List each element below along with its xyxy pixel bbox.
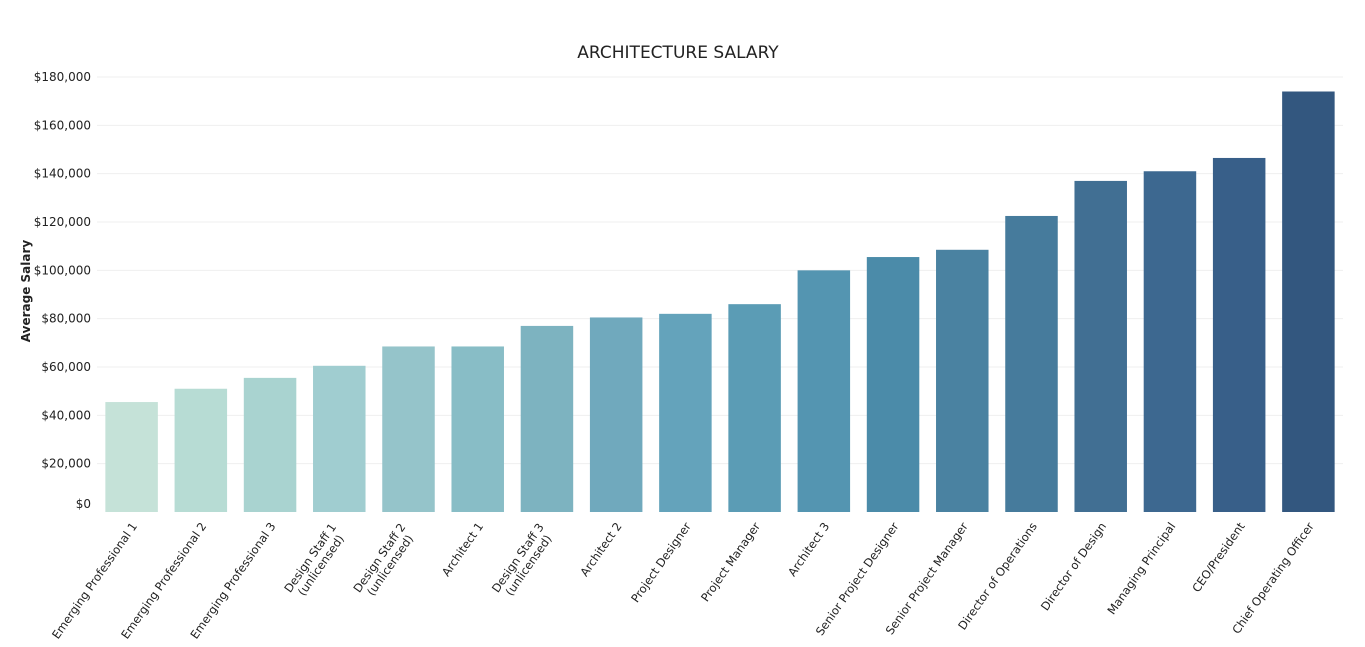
y-tick-label: $80,000 — [41, 312, 91, 326]
x-tick-label-text: Architect 1 — [439, 520, 486, 579]
x-tick-label-text: Managing Principal — [1104, 520, 1178, 617]
y-axis-label: Average Salary — [19, 240, 33, 343]
y-axis-ticks: $0 $20,000 $40,000 $60,000 $80,000 $100,000 $1… — [34, 70, 91, 511]
x-tick-label: Project Manager — [698, 519, 763, 604]
bar — [936, 249, 989, 512]
bar — [1212, 157, 1266, 513]
x-tick-label-text: Design Staff 2(unlicensed) — [350, 521, 419, 603]
y-tick-label: $120,000 — [34, 215, 91, 229]
bar — [174, 388, 228, 512]
bar — [243, 377, 297, 512]
x-tick-label: Design Staff 2(unlicensed) — [350, 521, 419, 603]
bar — [1074, 180, 1127, 512]
bar — [1282, 91, 1335, 512]
bar — [1005, 215, 1058, 513]
x-tick-label-text: Architect 3 — [785, 520, 832, 579]
x-tick-label: Managing Principal — [1104, 520, 1178, 617]
bars — [105, 91, 1335, 513]
y-tick-label: $140,000 — [34, 167, 91, 181]
x-tick-label: Director of Operations — [955, 520, 1040, 633]
bar — [728, 304, 781, 512]
y-tick-label: $0 — [76, 497, 91, 511]
x-tick-label: CEO/President — [1189, 519, 1248, 594]
bar — [313, 365, 366, 512]
x-tick-label-text: Design Staff 3(unlicensed) — [489, 521, 558, 603]
bar — [105, 402, 158, 512]
x-tick-label-text: CEO/President — [1189, 519, 1248, 594]
x-tick-label: Design Staff 1(unlicensed) — [281, 521, 350, 603]
y-tick-label: $40,000 — [41, 408, 91, 422]
x-tick-label: Design Staff 3(unlicensed) — [489, 521, 558, 603]
bar — [797, 270, 851, 512]
bar — [866, 257, 920, 512]
x-tick-label: Architect 3 — [785, 520, 832, 579]
bar — [1143, 171, 1197, 512]
bar — [659, 313, 712, 512]
x-tick-label-text: Architect 2 — [577, 520, 624, 579]
y-tick-label: $180,000 — [34, 70, 91, 84]
x-tick-label: Architect 2 — [577, 520, 624, 579]
bar — [451, 346, 504, 512]
bar — [382, 346, 435, 512]
y-tick-label: $100,000 — [34, 263, 91, 277]
y-tick-label: $160,000 — [34, 118, 91, 132]
x-tick-label-text: Director of Design — [1038, 520, 1109, 613]
x-tick-label-text: Chief Operating Officer — [1229, 519, 1317, 636]
y-tick-label: $60,000 — [41, 360, 91, 374]
x-tick-label-text: Design Staff 1(unlicensed) — [281, 521, 350, 603]
gridlines — [97, 76, 1343, 465]
x-tick-label: Chief Operating Officer — [1229, 519, 1317, 636]
x-tick-label: Director of Design — [1038, 520, 1109, 613]
x-tick-label-text: Project Designer — [628, 519, 694, 605]
bar — [520, 325, 574, 512]
x-tick-label: Project Designer — [628, 519, 694, 605]
x-tick-label: Architect 1 — [439, 520, 486, 579]
x-tick-label-text: Project Manager — [698, 519, 763, 604]
y-tick-label: $20,000 — [41, 457, 91, 471]
x-tick-label-text: Director of Operations — [955, 520, 1040, 633]
chart-title: ARCHITECTURE SALARY — [577, 43, 779, 63]
bar — [589, 317, 643, 512]
